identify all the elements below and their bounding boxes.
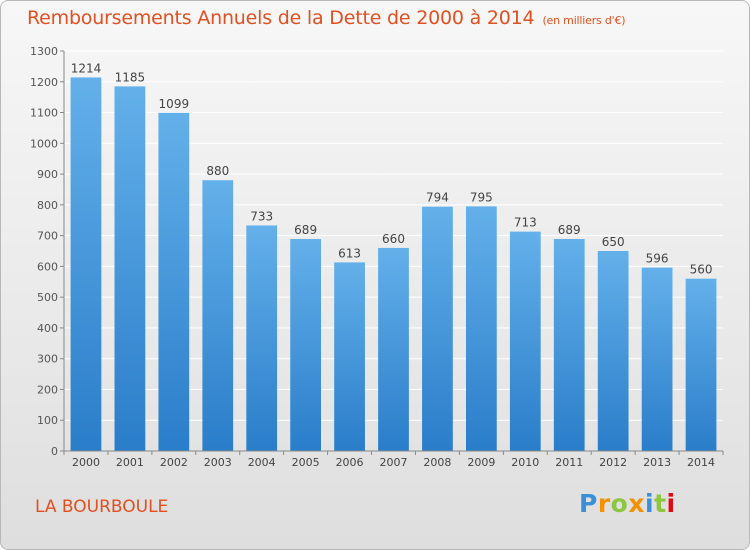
chart-title: Remboursements Annuels de la Dette de 20… [27,7,626,29]
y-tick-label: 100 [37,414,58,427]
logo-letter: P [579,489,598,518]
y-tick-label: 400 [37,322,58,335]
bar-2009 [465,206,497,451]
data-label: 733 [250,209,273,223]
y-tick-label: 1300 [30,45,58,58]
x-tick-label: 2009 [467,456,495,469]
y-tick-label: 200 [37,383,58,396]
data-label: 560 [690,263,713,277]
y-tick-label: 800 [37,199,58,212]
bar-2000 [70,77,102,451]
bar-2012 [597,251,629,451]
logo-letter: i [666,489,676,518]
x-tick-label: 2010 [511,456,539,469]
bar-2006 [334,262,365,451]
y-tick-label: 600 [37,260,58,273]
data-label: 713 [514,216,537,230]
y-tick-label: 700 [37,230,58,243]
logo-letter: x [628,489,645,518]
y-tick-label: 1200 [30,76,58,89]
x-tick-label: 2006 [336,456,364,469]
x-tick-label: 2000 [72,456,100,469]
bar-2001 [114,86,146,451]
y-tick-label: 1000 [30,137,58,150]
logo-letter: i [645,489,655,518]
bar-2011 [553,239,585,451]
x-tick-label: 2003 [204,456,232,469]
data-label: 613 [338,246,361,260]
place-name: LA BOURBOULE [35,497,169,517]
data-label: 660 [382,232,405,246]
data-label: 794 [426,191,449,205]
x-tick-label: 2013 [643,456,671,469]
x-tick-label: 2002 [160,456,188,469]
bar-2008 [422,206,453,451]
y-tick-label: 900 [37,168,58,181]
y-tick-label: 0 [51,445,58,458]
bar-2002 [158,112,190,451]
logo-letter: o [610,489,629,518]
y-axis: 0 100 200 300 400 500 600 700 800 900 1000 1100 1200… [30,45,65,458]
y-tick-label: 300 [37,353,58,366]
data-label: 1214 [71,61,102,75]
logo-letter: r [597,489,611,518]
data-label: 689 [294,223,317,237]
x-axis: 2000 2001 2002 2003 2004 2005 2006 2007 2008 2009… [63,450,724,469]
bar-2007 [378,247,409,451]
bar-2014 [685,278,717,451]
x-tick-label: 2004 [248,456,276,469]
x-tick-label: 2011 [555,456,583,469]
x-tick-label: 2001 [116,456,144,469]
bar-chart: 0 100 200 300 400 500 600 700 800 900 1000 1100 1200… [30,45,724,469]
x-tick-label: 2012 [599,456,627,469]
bar-2010 [509,231,541,451]
y-tick-label: 500 [37,291,58,304]
proxiti-logo[interactable]: Proxiti [579,489,676,518]
data-label: 795 [470,190,493,204]
x-tick-label: 2014 [687,456,715,469]
bars: 1214 1185 1099 880 733 689 613 660 794 795 713 689 6… [70,61,717,451]
data-label: 650 [602,235,625,249]
chart-title-text: Remboursements Annuels de la Dette de 20… [27,7,535,29]
data-label: 880 [206,164,229,178]
data-label: 1099 [159,97,190,111]
data-label: 1185 [115,70,146,84]
bar-2004 [246,225,278,451]
data-label: 596 [646,252,669,266]
bar-2003 [202,180,234,451]
bar-2013 [641,267,673,451]
x-tick-label: 2007 [380,456,408,469]
x-tick-label: 2005 [292,456,320,469]
y-tick-label: 1100 [30,107,58,120]
bar-2005 [290,239,322,451]
logo-letter: t [654,489,667,518]
data-label: 689 [558,223,581,237]
chart-unit: (en milliers d'€) [542,14,626,27]
x-tick-label: 2008 [423,456,451,469]
